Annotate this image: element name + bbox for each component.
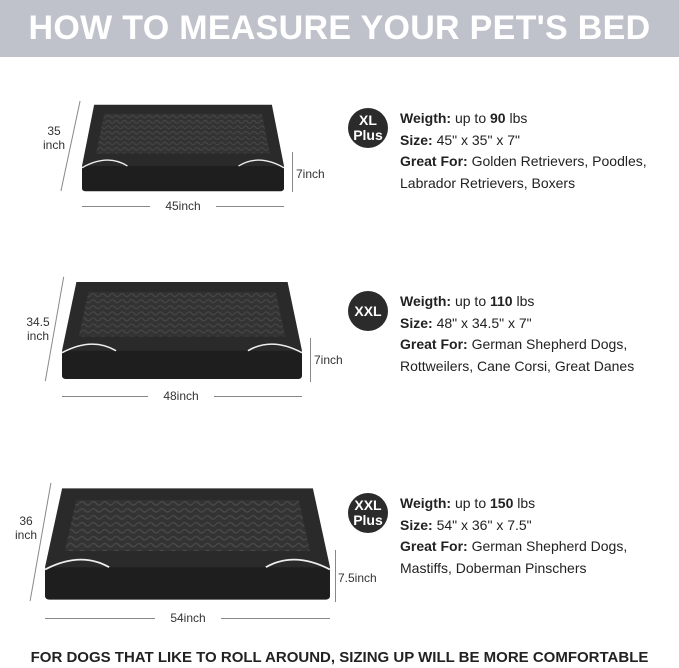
size-info-xl-plus: Weigth: up to 90 lbs Size: 45" x 35" x 7…: [400, 110, 647, 191]
height-label: 7.5inch: [338, 571, 377, 585]
footer-note: FOR DOGS THAT LIKE TO ROLL AROUND, SIZIN…: [30, 649, 649, 666]
header-banner: HOW TO MEASURE YOUR PET'S BED: [0, 0, 679, 57]
bed-image-xxl-plus: [45, 487, 330, 601]
bed-image-xl-plus: [82, 104, 284, 192]
width-label: 54inch: [155, 611, 221, 625]
size-badge-xxl: XXL: [348, 291, 388, 331]
page-title: HOW TO MEASURE YOUR PET'S BED: [28, 9, 651, 47]
size-badge-xxl-plus: XXL Plus: [348, 493, 388, 533]
height-dimension-line: [310, 338, 311, 382]
depth-label: 34.5 inch: [26, 315, 50, 343]
bed-image-xxl: [62, 281, 302, 380]
depth-label: 36 inch: [14, 514, 37, 542]
width-label: 48inch: [148, 389, 214, 403]
height-label: 7inch: [314, 353, 343, 367]
size-info-xxl-plus: Weigth: up to 150 lbs Size: 54" x 36" x …: [400, 495, 628, 576]
depth-label: 35 inch: [42, 124, 65, 152]
width-label: 45inch: [150, 199, 216, 213]
height-label: 7inch: [296, 167, 325, 181]
size-info-xxl: Weigth: up to 110 lbs Size: 48" x 34.5" …: [400, 293, 635, 374]
height-dimension-line: [292, 152, 293, 192]
height-dimension-line: [335, 550, 336, 602]
size-badge-xl-plus: XL Plus: [348, 108, 388, 148]
